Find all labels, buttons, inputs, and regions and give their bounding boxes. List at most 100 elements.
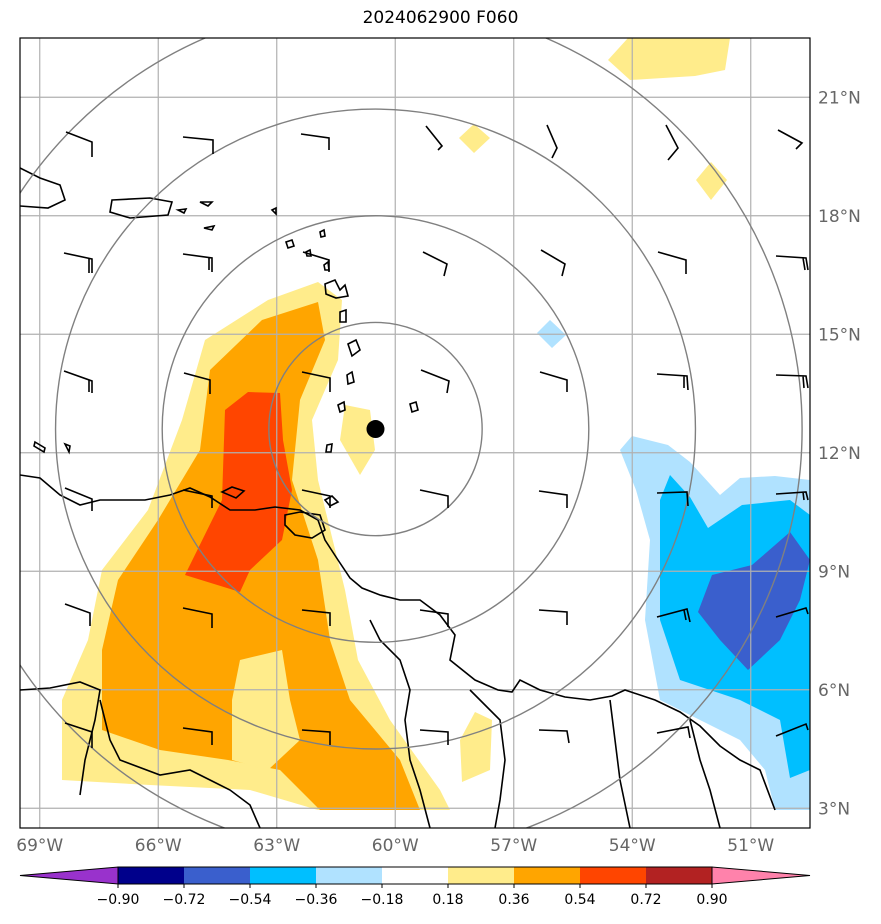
venezuela-inland — [20, 681, 261, 828]
colorbar-extend-low — [19, 866, 119, 885]
colorbar: −0.90 −0.72 −0.54 −0.36 −0.18 0.18 0.36 0.54 0.7… — [19, 866, 811, 908]
wind-barb — [419, 489, 449, 508]
map-frame — [19, 37, 811, 829]
wind-barb — [775, 491, 809, 501]
wind-barb — [656, 491, 689, 507]
colorbar-segment — [382, 867, 448, 884]
tobago — [323, 495, 340, 507]
longitude-labels: 69°W 66°W 63°W 60°W 57°W 54°W 51°W — [16, 836, 774, 856]
negative-cut-light — [232, 650, 300, 770]
positive-patch-south — [460, 712, 492, 782]
wind-barb — [65, 131, 93, 157]
wind-barb — [665, 124, 679, 161]
colorbar-segment — [184, 867, 250, 884]
map-title: 2024062900 F060 — [362, 8, 519, 28]
positive-patch-diamond1 — [459, 124, 490, 153]
longitude-tick-label: 51°W — [727, 836, 774, 856]
negative-contour-0.54 — [698, 532, 810, 670]
dominica — [339, 308, 347, 323]
south-america-coast — [20, 474, 776, 811]
latitude-tick-label: 3°N — [818, 799, 850, 819]
brazil-coast — [689, 719, 721, 828]
latitude-tick-label: 15°N — [818, 325, 861, 345]
wind-barb — [63, 252, 93, 273]
suriname-border — [469, 689, 506, 828]
latitude-tick-label: 21°N — [818, 88, 861, 108]
wind-barb — [775, 255, 809, 271]
st-vincent — [337, 400, 346, 414]
wind-barb — [63, 370, 93, 393]
wind-barb — [657, 251, 687, 274]
wind-barb — [656, 373, 689, 391]
colorbar-segment — [580, 867, 646, 884]
anomaly-field — [62, 38, 810, 810]
wind-barb — [302, 251, 330, 272]
hispaniola-east — [20, 167, 66, 209]
wind-barbs — [63, 124, 809, 748]
wind-barb — [64, 487, 93, 511]
wind-barb — [546, 124, 558, 159]
colorbar-segment — [646, 867, 712, 884]
colorbar-tick-label: 0.36 — [498, 892, 529, 908]
wind-barb — [301, 609, 331, 626]
latitude-tick-label: 9°N — [818, 562, 850, 582]
abc-islands — [33, 440, 71, 455]
wind-barb — [775, 607, 809, 618]
longitude-tick-label: 66°W — [135, 836, 182, 856]
colorbar-tick-label: 0.72 — [630, 892, 661, 908]
wind-barb — [538, 490, 568, 508]
french-guiana-border — [609, 699, 631, 828]
longitude-tick-label: 63°W — [253, 836, 300, 856]
wind-barb — [182, 607, 213, 628]
wind-barb — [182, 489, 213, 508]
wind-barb — [420, 369, 450, 394]
range-ring — [268, 321, 483, 537]
coastlines — [20, 167, 776, 828]
wind-barb — [777, 129, 804, 150]
wind-barb — [301, 489, 331, 508]
wind-barb — [775, 374, 809, 389]
longitude-tick-label: 57°W — [490, 836, 537, 856]
wind-barb — [538, 729, 570, 744]
wind-barb — [419, 609, 449, 627]
wind-barb — [419, 729, 449, 745]
wind-barb — [425, 125, 444, 151]
latitude-tick-label: 18°N — [818, 207, 861, 227]
wind-barb — [64, 603, 91, 626]
longitude-tick-label: 60°W — [372, 836, 419, 856]
st-lucia — [346, 370, 355, 386]
colorbar-segment — [250, 867, 316, 884]
wind-barb — [538, 609, 568, 625]
colorbar-tick-label: −0.36 — [295, 892, 338, 908]
wind-barb — [300, 133, 330, 150]
colorbar-tick-label: −0.90 — [97, 892, 140, 908]
colorbar-tick-label: −0.54 — [229, 892, 272, 908]
colorbar-outline — [117, 866, 713, 885]
positive-patch-island — [340, 405, 375, 475]
colorbar-tick-label: −0.72 — [163, 892, 206, 908]
colorbar-segment — [118, 867, 184, 884]
positive-contour-0.54 — [185, 392, 292, 592]
wind-barb — [301, 729, 331, 745]
colorbar-tick-label: 0.18 — [432, 892, 463, 908]
wind-barb — [656, 608, 691, 623]
wind-barb — [656, 726, 691, 739]
wind-barb — [182, 727, 213, 745]
martinique — [347, 338, 361, 358]
storm-center-marker — [366, 420, 385, 439]
wind-barb — [539, 371, 568, 392]
range-ring — [161, 215, 590, 644]
colorbar-segment — [316, 867, 382, 884]
leeward-islands — [284, 228, 330, 271]
puerto-rico — [109, 197, 174, 219]
range-ring — [54, 108, 697, 750]
trinidad — [284, 511, 326, 539]
colorbar-tick-label: 0.54 — [564, 892, 595, 908]
colorbar-segment — [448, 867, 514, 884]
wind-barb — [182, 136, 214, 154]
wind-barb — [183, 372, 211, 394]
latitude-labels: 3°N 6°N 9°N 12°N 15°N 18°N 21°N — [818, 88, 861, 819]
colorbar-tick-label: −0.18 — [361, 892, 404, 908]
wind-barb — [540, 249, 566, 277]
